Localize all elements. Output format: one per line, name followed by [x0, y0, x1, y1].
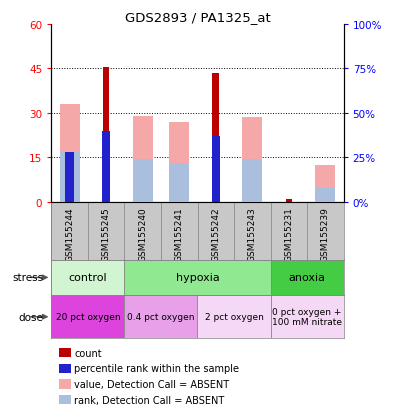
- Text: GSM155240: GSM155240: [138, 207, 147, 261]
- Bar: [103, 68, 109, 202]
- Bar: [66, 153, 74, 202]
- Text: GSM155239: GSM155239: [321, 207, 330, 262]
- Bar: [60, 105, 80, 202]
- Bar: [198, 295, 271, 339]
- Bar: [315, 188, 335, 202]
- Bar: [213, 74, 219, 202]
- Text: rank, Detection Call = ABSENT: rank, Detection Call = ABSENT: [74, 395, 224, 405]
- Text: stress: stress: [12, 273, 43, 283]
- Text: GSM155242: GSM155242: [211, 207, 220, 261]
- Bar: [169, 122, 189, 202]
- Text: count: count: [74, 348, 102, 358]
- Text: GSM155245: GSM155245: [102, 207, 111, 261]
- Bar: [242, 118, 262, 202]
- Bar: [133, 116, 153, 202]
- Text: percentile rank within the sample: percentile rank within the sample: [74, 363, 239, 373]
- Text: 0 pct oxygen +
100 mM nitrate: 0 pct oxygen + 100 mM nitrate: [272, 307, 342, 327]
- Text: control: control: [69, 273, 107, 283]
- Bar: [169, 163, 189, 202]
- Text: GSM155244: GSM155244: [65, 207, 74, 261]
- Bar: [51, 295, 124, 339]
- Bar: [286, 199, 292, 202]
- Text: GSM155241: GSM155241: [175, 207, 184, 261]
- Text: hypoxia: hypoxia: [176, 273, 219, 283]
- Bar: [271, 260, 344, 295]
- Bar: [315, 165, 335, 202]
- Text: 0.4 pct oxygen: 0.4 pct oxygen: [127, 313, 195, 321]
- Bar: [102, 131, 110, 202]
- Text: 2 pct oxygen: 2 pct oxygen: [205, 313, 263, 321]
- Text: dose: dose: [19, 312, 43, 322]
- Bar: [60, 153, 80, 202]
- Bar: [212, 137, 220, 202]
- Title: GDS2893 / PA1325_at: GDS2893 / PA1325_at: [125, 11, 270, 24]
- Bar: [133, 160, 153, 202]
- Bar: [124, 260, 271, 295]
- Bar: [124, 295, 198, 339]
- Text: anoxia: anoxia: [289, 273, 325, 283]
- Text: GSM155243: GSM155243: [248, 207, 257, 261]
- Bar: [51, 260, 124, 295]
- Text: GSM155231: GSM155231: [284, 207, 293, 262]
- Text: value, Detection Call = ABSENT: value, Detection Call = ABSENT: [74, 379, 229, 389]
- Bar: [271, 295, 344, 339]
- Text: 20 pct oxygen: 20 pct oxygen: [56, 313, 120, 321]
- Bar: [242, 160, 262, 202]
